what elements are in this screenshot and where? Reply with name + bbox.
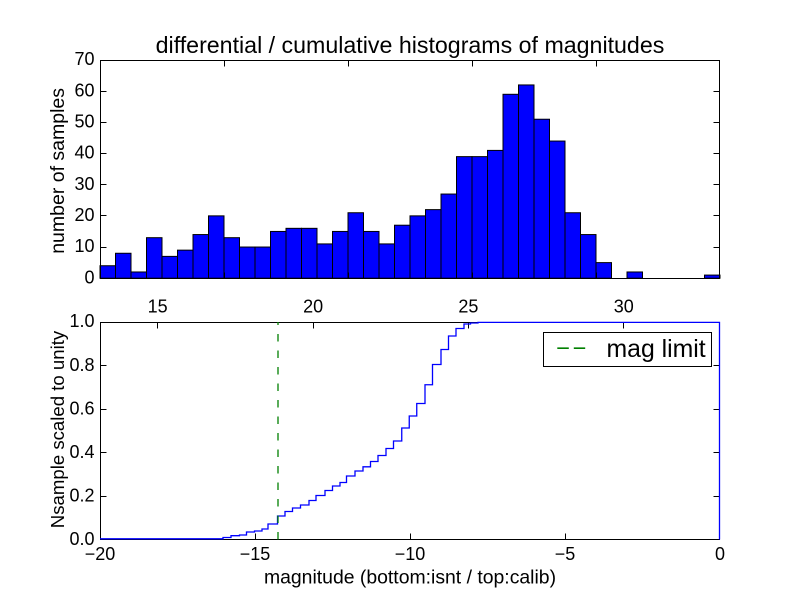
svg-text:differential / cumulative hist: differential / cumulative histograms of …	[156, 32, 665, 58]
svg-text:−5: −5	[555, 544, 576, 564]
svg-text:60: 60	[74, 80, 94, 100]
svg-text:−10: −10	[395, 544, 426, 564]
svg-text:30: 30	[614, 296, 634, 316]
svg-text:0: 0	[715, 544, 725, 564]
svg-text:70: 70	[74, 49, 94, 69]
svg-text:0.4: 0.4	[69, 442, 94, 462]
svg-text:number of samples: number of samples	[47, 88, 69, 254]
svg-text:20: 20	[74, 205, 94, 225]
svg-text:0.2: 0.2	[69, 486, 94, 506]
svg-text:−15: −15	[240, 544, 271, 564]
svg-text:20: 20	[303, 296, 323, 316]
svg-text:0: 0	[84, 267, 94, 287]
svg-text:mag limit: mag limit	[607, 336, 706, 363]
svg-text:40: 40	[74, 143, 94, 163]
svg-text:−20: −20	[85, 544, 116, 564]
svg-text:15: 15	[148, 296, 168, 316]
svg-text:30: 30	[74, 174, 94, 194]
svg-text:Nsample scaled to unity: Nsample scaled to unity	[47, 330, 68, 528]
svg-text:25: 25	[458, 296, 478, 316]
svg-text:0.8: 0.8	[69, 355, 94, 375]
svg-text:10: 10	[74, 236, 94, 256]
svg-text:0.6: 0.6	[69, 398, 94, 418]
svg-text:magnitude (bottom:isnt / top:c: magnitude (bottom:isnt / top:calib)	[264, 567, 556, 589]
svg-text:1.0: 1.0	[69, 311, 94, 331]
svg-text:0.0: 0.0	[69, 529, 94, 549]
svg-text:50: 50	[74, 112, 94, 132]
